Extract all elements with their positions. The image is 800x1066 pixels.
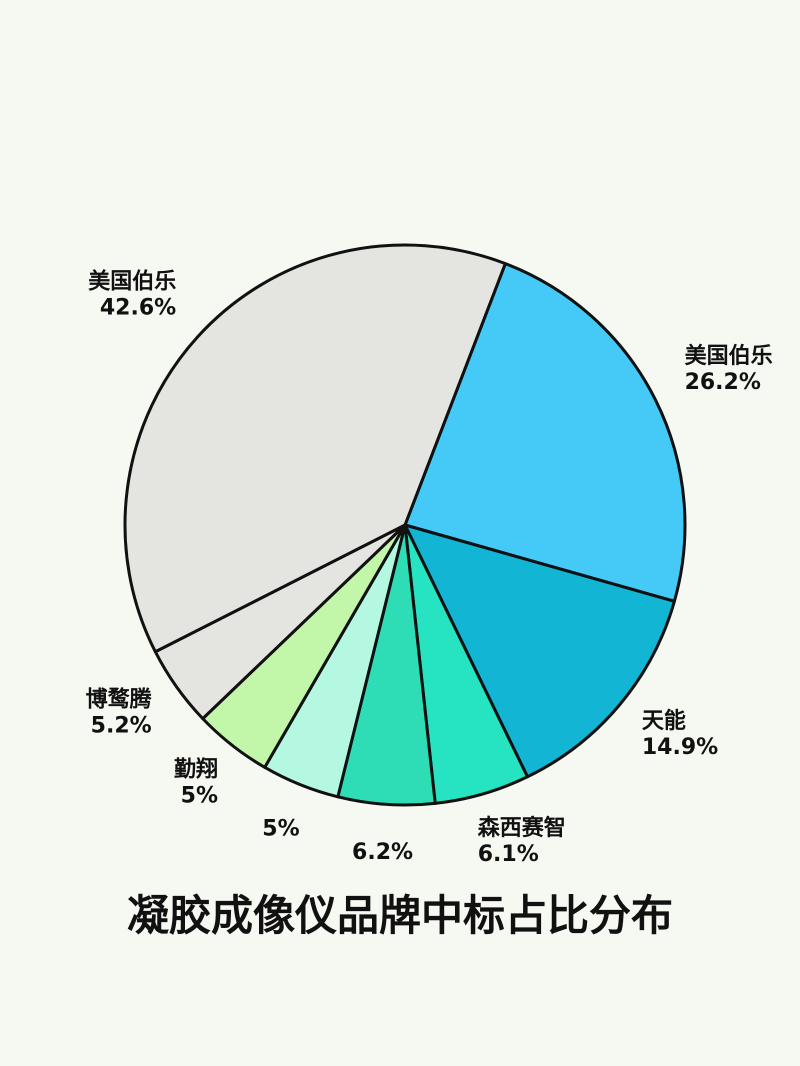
slice-name: 美国伯乐	[88, 269, 176, 295]
pie-slice	[123, 243, 507, 654]
slice-value-label: 5%	[181, 783, 218, 808]
slice-value-label: 14.9%	[642, 735, 718, 760]
slice-name: 森西赛智	[478, 815, 566, 841]
slice-value-label: 26.2%	[685, 370, 761, 395]
slice-name: 勤翔	[174, 756, 218, 782]
slice-name: 博鹜腾	[86, 687, 153, 713]
slice-value-label: 5%	[262, 817, 299, 842]
slice-value-label: 6.1%	[478, 842, 539, 867]
slice-value-label: 6.2%	[352, 840, 413, 865]
chart-title: 凝胶成像仪品牌中标占比分布	[127, 891, 673, 940]
slice-name: 天能	[642, 708, 686, 734]
slice-name: 美国伯乐	[685, 343, 773, 369]
pie-slice	[403, 262, 687, 603]
slice-value-label: 42.6%	[100, 296, 176, 321]
pie-slice	[403, 523, 676, 779]
slice-value-label: 5.2%	[91, 714, 152, 739]
